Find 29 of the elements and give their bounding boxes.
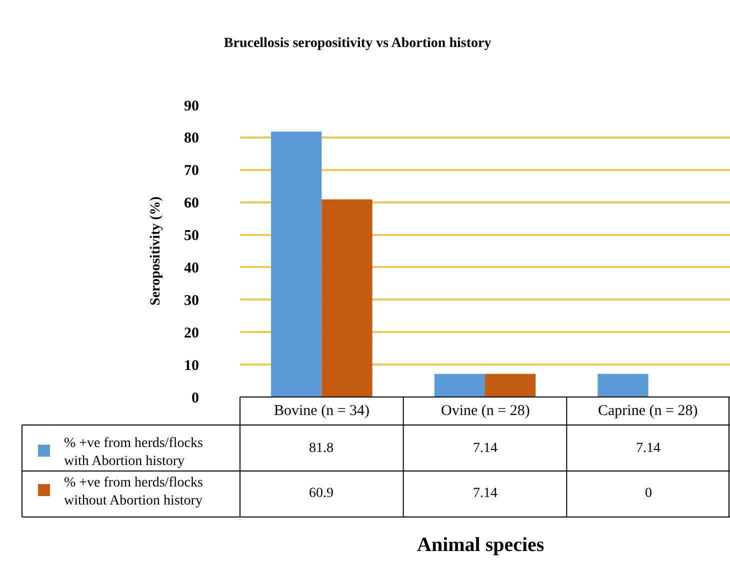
y-tick-label: 50 <box>184 228 199 244</box>
y-tick-label: 20 <box>184 325 199 342</box>
legend-label: % +ve from herds/flocks with Abortion history <box>64 436 203 470</box>
y-axis-title: Seropositivity (%) <box>148 196 164 306</box>
x-tick-label: Ovine (n = 28) <box>441 403 530 419</box>
bar <box>598 374 648 397</box>
y-tick-label: 40 <box>184 260 199 276</box>
bar <box>271 132 322 397</box>
chart-title: Brucellosis seropositivity vs Abortion history <box>224 36 492 51</box>
x-tick-label: Bovine (n = 34) <box>274 403 370 419</box>
data-label: 81.8 <box>309 441 334 456</box>
bar <box>434 374 485 397</box>
legend-label: % +ve from herds/flocks without Abortion history <box>64 475 203 509</box>
data-label: 7.14 <box>636 441 660 456</box>
y-tick-label: 90 <box>184 98 199 114</box>
bar <box>485 374 536 397</box>
data-label: 7.14 <box>473 441 498 456</box>
y-tick-label: 60 <box>184 196 199 212</box>
text: Animal species <box>417 534 544 556</box>
y-tick-label: 10 <box>184 358 199 374</box>
y-tick-label: 0 <box>192 390 199 406</box>
y-tick-label: 80 <box>184 130 199 147</box>
y-tick-label: 70 <box>184 163 199 180</box>
y-tick-label: 30 <box>184 292 199 309</box>
x-tick-label: Caprine (n = 28) <box>598 403 698 419</box>
bar <box>322 199 372 397</box>
data-label: 60.9 <box>309 486 334 501</box>
data-label: 7.14 <box>473 486 498 501</box>
data-label: 0 <box>645 486 652 501</box>
